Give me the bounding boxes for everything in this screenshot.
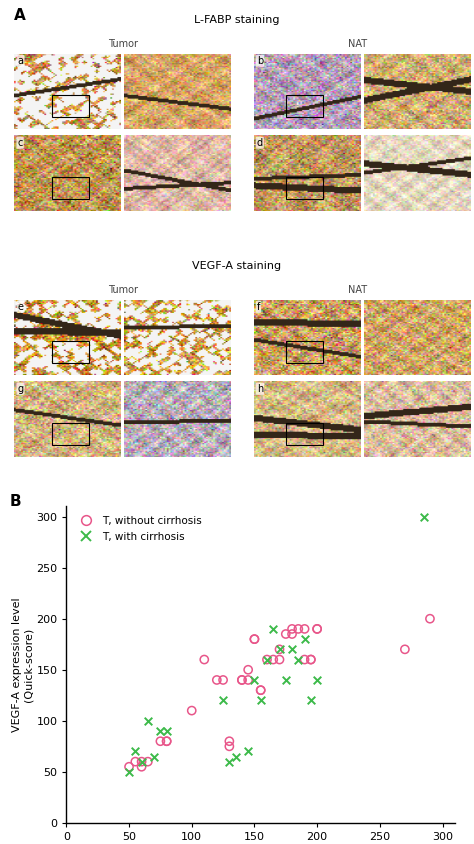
- Point: [301, 652, 309, 666]
- Point: [257, 684, 264, 697]
- Point: [251, 632, 258, 646]
- Text: g: g: [18, 384, 24, 394]
- Point: [420, 510, 428, 523]
- Point: [163, 734, 171, 748]
- Point: [163, 724, 171, 738]
- Bar: [52, 423, 89, 446]
- Point: [257, 694, 264, 707]
- Point: [156, 734, 164, 748]
- Text: B: B: [9, 494, 21, 509]
- Point: [276, 652, 283, 666]
- Point: [401, 642, 409, 656]
- Bar: [285, 341, 323, 364]
- Point: [219, 694, 227, 707]
- Point: [144, 714, 152, 728]
- Point: [213, 674, 220, 687]
- Point: [150, 749, 158, 763]
- Text: VEGF-A staining: VEGF-A staining: [192, 261, 282, 271]
- Point: [163, 734, 171, 748]
- Point: [138, 755, 146, 768]
- Bar: [52, 95, 89, 117]
- Bar: [52, 341, 89, 364]
- Point: [245, 663, 252, 677]
- Point: [263, 652, 271, 666]
- Point: [282, 674, 290, 687]
- Point: [226, 755, 233, 768]
- Point: [238, 674, 246, 687]
- Point: [226, 739, 233, 753]
- Text: c: c: [18, 138, 23, 148]
- Point: [307, 652, 315, 666]
- Text: a: a: [18, 56, 23, 66]
- Text: L-FABP staining: L-FABP staining: [194, 15, 280, 25]
- Point: [307, 652, 315, 666]
- Text: f: f: [257, 302, 260, 312]
- Point: [131, 755, 139, 768]
- Point: [288, 622, 296, 636]
- Point: [251, 632, 258, 646]
- Point: [313, 622, 321, 636]
- Point: [263, 652, 271, 666]
- Point: [282, 627, 290, 641]
- Text: b: b: [257, 56, 263, 66]
- Bar: [285, 423, 323, 446]
- Point: [188, 704, 196, 717]
- Point: [245, 744, 252, 758]
- Point: [313, 622, 321, 636]
- Point: [226, 734, 233, 748]
- Point: [307, 694, 315, 707]
- Text: NAT: NAT: [348, 284, 367, 295]
- Point: [144, 755, 152, 768]
- Point: [219, 674, 227, 687]
- Text: Tumor: Tumor: [108, 284, 138, 295]
- Point: [257, 684, 264, 697]
- Point: [276, 642, 283, 656]
- Legend: T, without cirrhosis, T, with cirrhosis: T, without cirrhosis, T, with cirrhosis: [72, 511, 206, 546]
- Point: [313, 674, 321, 687]
- Text: Tumor: Tumor: [108, 39, 138, 49]
- Text: h: h: [257, 384, 263, 394]
- Bar: [285, 95, 323, 117]
- Point: [426, 612, 434, 625]
- Y-axis label: VEGF-A expression level
(Quick-score): VEGF-A expression level (Quick-score): [12, 598, 34, 732]
- Point: [251, 674, 258, 687]
- Point: [294, 652, 302, 666]
- Point: [156, 724, 164, 738]
- Point: [276, 642, 283, 656]
- Point: [269, 652, 277, 666]
- Point: [232, 749, 239, 763]
- Text: A: A: [14, 8, 26, 24]
- Point: [288, 627, 296, 641]
- Bar: [285, 176, 323, 199]
- Point: [201, 652, 208, 666]
- Text: e: e: [18, 302, 23, 312]
- Point: [301, 632, 309, 646]
- Point: [288, 642, 296, 656]
- Bar: [52, 176, 89, 199]
- Point: [269, 622, 277, 636]
- Point: [131, 744, 139, 758]
- Point: [138, 760, 146, 773]
- Point: [245, 674, 252, 687]
- Point: [238, 674, 246, 687]
- Point: [125, 766, 133, 779]
- Point: [138, 755, 146, 768]
- Point: [301, 622, 309, 636]
- Point: [125, 760, 133, 773]
- Text: d: d: [257, 138, 263, 148]
- Point: [294, 622, 302, 636]
- Text: NAT: NAT: [348, 39, 367, 49]
